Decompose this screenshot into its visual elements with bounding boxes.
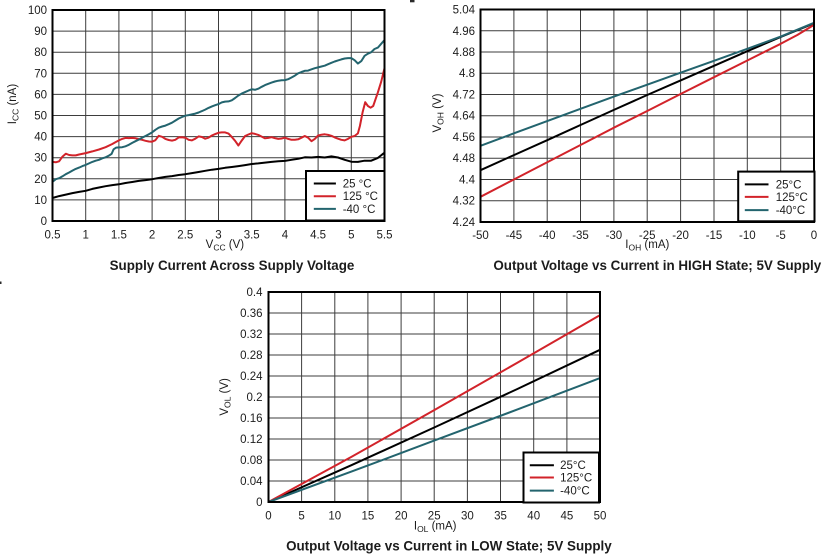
svg-text:4.88: 4.88: [453, 47, 475, 59]
svg-text:0.12: 0.12: [240, 434, 262, 446]
svg-text:5: 5: [298, 511, 304, 523]
svg-text:Output Voltage vs Current in L: Output Voltage vs Current in LOW State; …: [286, 539, 612, 554]
svg-text:-40: -40: [539, 230, 556, 242]
svg-text:0.16: 0.16: [240, 413, 262, 425]
svg-text:15: 15: [362, 511, 375, 523]
svg-text:0: 0: [256, 497, 262, 509]
svg-text:70: 70: [34, 68, 47, 80]
svg-text:25°C: 25°C: [560, 460, 586, 472]
svg-text:-45: -45: [506, 230, 523, 242]
svg-text:20: 20: [34, 174, 47, 186]
svg-text:10: 10: [328, 511, 341, 523]
svg-text:ICC (nA): ICC (nA): [7, 84, 21, 125]
svg-text:1: 1: [82, 229, 88, 241]
svg-text:90: 90: [34, 26, 47, 38]
svg-text:20: 20: [395, 511, 408, 523]
svg-text:30: 30: [34, 153, 47, 165]
svg-text:4.8: 4.8: [459, 68, 475, 80]
svg-text:1.5: 1.5: [111, 229, 127, 241]
svg-text:25 °C: 25 °C: [343, 179, 372, 191]
svg-text:4: 4: [282, 229, 289, 241]
svg-text:50: 50: [594, 511, 607, 523]
svg-text:-35: -35: [572, 230, 589, 242]
svg-text:40: 40: [34, 132, 47, 144]
svg-text:4.56: 4.56: [453, 132, 475, 144]
svg-text:5: 5: [348, 229, 354, 241]
svg-text:-40°C: -40°C: [560, 486, 590, 498]
svg-text:25: 25: [428, 511, 441, 523]
svg-text:35: 35: [494, 511, 507, 523]
svg-text:5.5: 5.5: [377, 229, 393, 241]
svg-text:2.5: 2.5: [177, 229, 193, 241]
svg-text:Output Voltage vs Current in H: Output Voltage vs Current in HIGH State;…: [493, 258, 821, 273]
svg-text:45: 45: [561, 511, 574, 523]
svg-text:0: 0: [811, 230, 817, 242]
svg-text:IOH (mA): IOH (mA): [625, 239, 669, 253]
svg-text:-25: -25: [639, 230, 656, 242]
svg-text:-50: -50: [472, 230, 489, 242]
svg-text:0: 0: [41, 216, 47, 228]
svg-text:0.24: 0.24: [240, 371, 263, 383]
svg-text:80: 80: [34, 47, 47, 59]
svg-text:125°C: 125°C: [776, 192, 808, 204]
svg-text:30: 30: [461, 511, 474, 523]
svg-text:125 °C: 125 °C: [343, 191, 378, 203]
svg-text:5.04: 5.04: [453, 5, 476, 17]
svg-text:10: 10: [34, 195, 47, 207]
svg-text:-40 °C: -40 °C: [343, 204, 376, 216]
svg-text:-40°C: -40°C: [776, 205, 806, 217]
svg-text:VOL (V): VOL (V): [219, 378, 233, 416]
svg-text:3.5: 3.5: [244, 229, 260, 241]
svg-text:Supply Current Across Supply V: Supply Current Across Supply Voltage: [110, 258, 355, 273]
svg-text:4.96: 4.96: [453, 26, 475, 38]
svg-text:0.28: 0.28: [240, 350, 262, 362]
svg-text:60: 60: [34, 89, 47, 101]
svg-text:4.24: 4.24: [453, 217, 476, 229]
svg-text:4.4: 4.4: [459, 175, 476, 187]
svg-text:IOL (mA): IOL (mA): [414, 521, 457, 535]
svg-text:VOH (V): VOH (V): [432, 93, 446, 132]
svg-text:3: 3: [215, 229, 221, 241]
svg-text:0.36: 0.36: [240, 308, 262, 320]
svg-text:-30: -30: [606, 230, 623, 242]
svg-text:2: 2: [149, 229, 155, 241]
svg-text:0.2: 0.2: [247, 392, 263, 404]
svg-text:25°C: 25°C: [776, 179, 802, 191]
svg-text:-10: -10: [739, 230, 756, 242]
svg-text:0.4: 0.4: [247, 287, 264, 299]
svg-text:0.32: 0.32: [240, 329, 262, 341]
svg-text:-15: -15: [706, 230, 723, 242]
svg-text:4.64: 4.64: [453, 111, 476, 123]
svg-text:VCC (V): VCC (V): [206, 239, 245, 253]
svg-text:4.72: 4.72: [453, 90, 475, 102]
svg-text:4.5: 4.5: [310, 229, 326, 241]
svg-text:0: 0: [265, 511, 271, 523]
svg-text:125°C: 125°C: [560, 473, 592, 485]
svg-text:0.08: 0.08: [240, 455, 262, 467]
svg-text:100: 100: [28, 5, 47, 17]
svg-text:-5: -5: [776, 230, 786, 242]
svg-text:4.32: 4.32: [453, 196, 475, 208]
svg-text:4.48: 4.48: [453, 153, 475, 165]
svg-text:0.04: 0.04: [240, 476, 263, 488]
svg-text:0.5: 0.5: [45, 229, 61, 241]
svg-text:40: 40: [527, 511, 540, 523]
svg-text:-20: -20: [672, 230, 689, 242]
svg-text:50: 50: [34, 111, 47, 123]
